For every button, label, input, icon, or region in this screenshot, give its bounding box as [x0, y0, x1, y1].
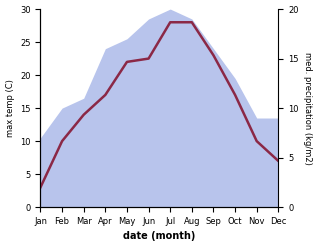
X-axis label: date (month): date (month)	[123, 231, 196, 242]
Y-axis label: med. precipitation (kg/m2): med. precipitation (kg/m2)	[303, 52, 313, 165]
Y-axis label: max temp (C): max temp (C)	[5, 79, 15, 137]
